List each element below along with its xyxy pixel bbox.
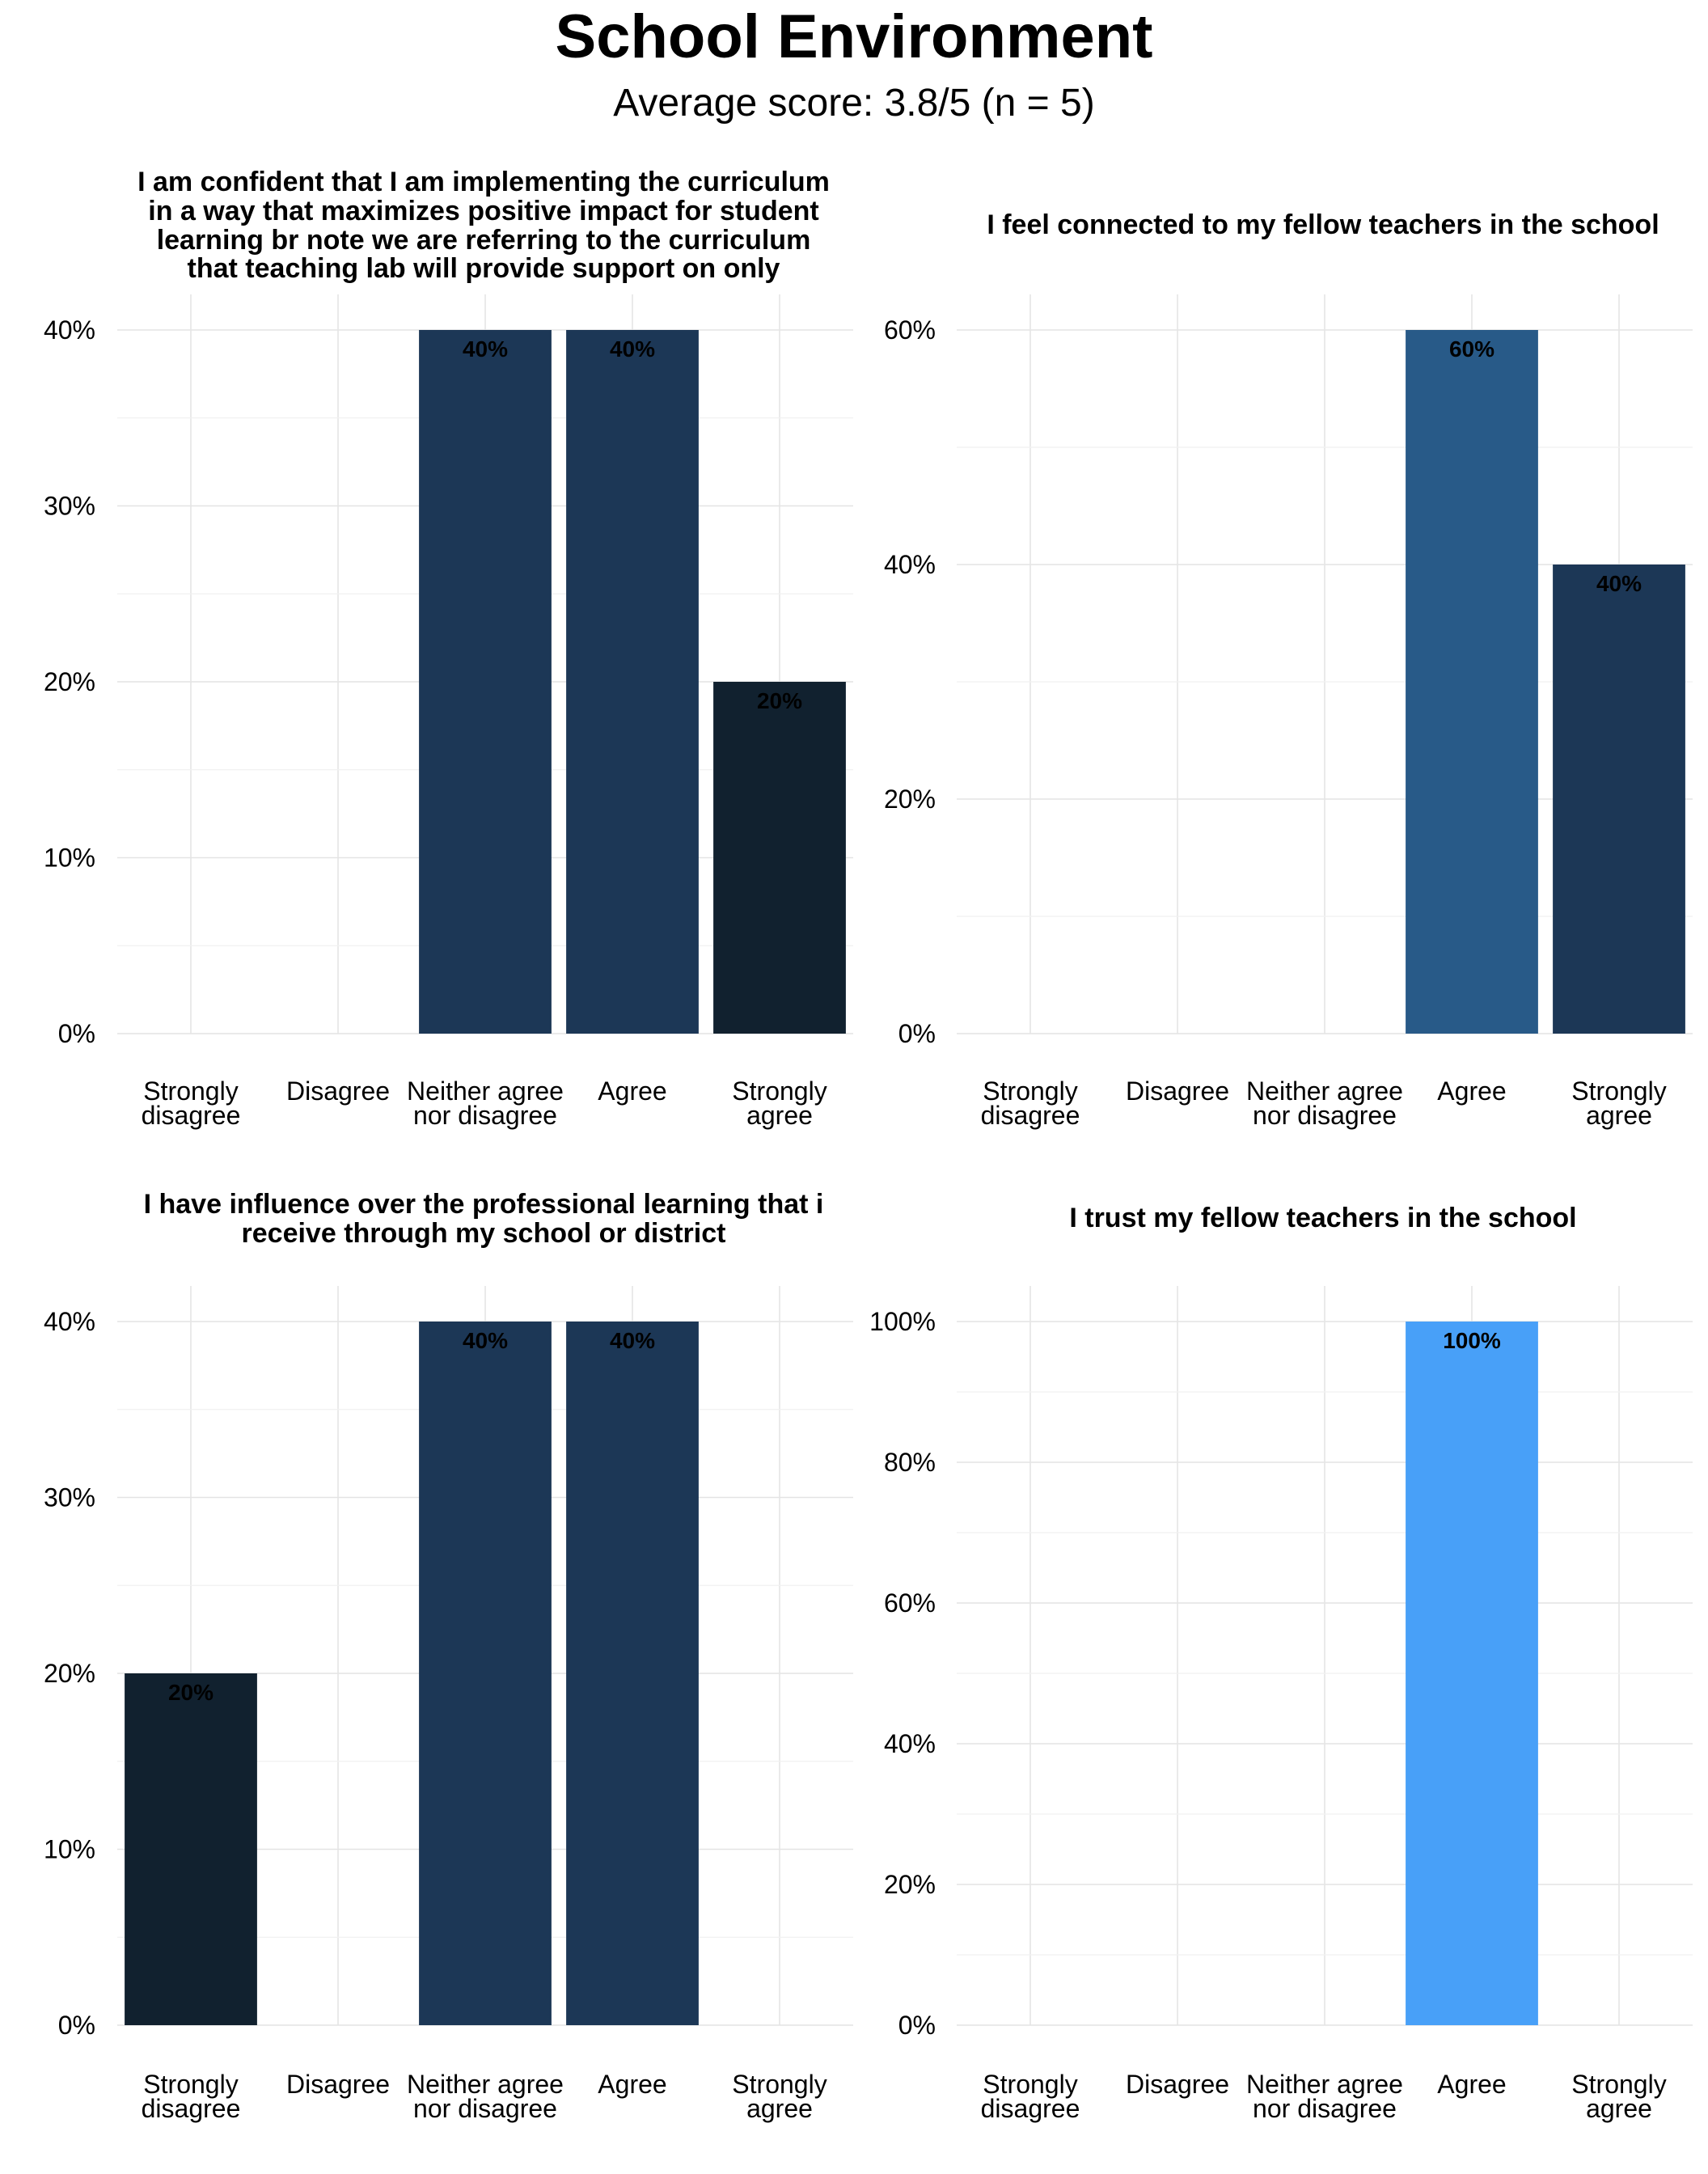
x-tick-label: nor disagree: [1253, 1101, 1397, 1130]
x-tick-label: disagree: [142, 1101, 241, 1130]
bar: [713, 682, 846, 1034]
x-tick-label: Disagree: [286, 1076, 390, 1106]
y-tick-label: 20%: [44, 667, 95, 696]
y-tick-label: 80%: [884, 1448, 936, 1477]
x-tick-label: Disagree: [286, 2070, 390, 2099]
chart-title-line: that teaching lab will provide support o…: [188, 253, 780, 284]
bar-value-label: 60%: [1449, 336, 1494, 362]
x-tick-label: Neither agree: [407, 1076, 564, 1106]
x-tick-label: Strongly: [1571, 2070, 1666, 2099]
chart-title-line: I feel connected to my fellow teachers i…: [987, 209, 1659, 240]
chart-title-line: I have influence over the professional l…: [144, 1189, 824, 1220]
page-title: School Environment: [555, 2, 1153, 71]
x-tick-label: Neither agree: [407, 2070, 564, 2099]
x-tick-label: Strongly: [1571, 1076, 1666, 1106]
x-tick-label: agree: [746, 1101, 813, 1130]
y-tick-label: 40%: [44, 1307, 95, 1336]
x-tick-label: disagree: [981, 2094, 1080, 2123]
page-subtitle: Average score: 3.8/5 (n = 5): [613, 82, 1095, 125]
bar-value-label: 40%: [463, 1328, 508, 1353]
x-tick-label: Strongly: [732, 2070, 827, 2099]
chart-title-line: in a way that maximizes positive impact …: [148, 196, 818, 226]
x-tick-label: disagree: [142, 2094, 241, 2123]
y-tick-label: 30%: [44, 492, 95, 521]
x-tick-label: agree: [1586, 2094, 1652, 2123]
x-tick-label: Strongly: [143, 1076, 238, 1106]
x-tick-label: Agree: [1437, 1076, 1506, 1106]
y-tick-label: 100%: [869, 1307, 936, 1336]
x-tick-label: Strongly: [732, 1076, 827, 1106]
y-tick-label: 40%: [884, 1729, 936, 1758]
y-tick-label: 0%: [898, 2011, 936, 2040]
chart-panel-1: I am confident that I am implementing th…: [44, 167, 853, 1130]
y-tick-label: 40%: [44, 315, 95, 345]
bar-value-label: 100%: [1443, 1328, 1501, 1353]
chart-title-line: receive through my school or district: [242, 1218, 726, 1249]
y-tick-label: 60%: [884, 315, 936, 345]
y-tick-label: 30%: [44, 1483, 95, 1512]
x-tick-label: Disagree: [1126, 1076, 1229, 1106]
bar: [419, 1322, 552, 2025]
chart-title-line: I trust my fellow teachers in the school: [1069, 1203, 1576, 1233]
bar-value-label: 40%: [463, 336, 508, 362]
chart-panel-3: I have influence over the professional l…: [44, 1189, 853, 2123]
chart-panel-4: I trust my fellow teachers in the school…: [869, 1203, 1693, 2123]
y-tick-label: 10%: [44, 1835, 95, 1864]
x-tick-label: Neither agree: [1246, 2070, 1403, 2099]
bar: [1553, 565, 1685, 1034]
bar: [125, 1673, 257, 2025]
y-tick-label: 20%: [884, 785, 936, 814]
y-tick-label: 0%: [58, 1019, 95, 1048]
y-tick-label: 0%: [58, 2011, 95, 2040]
bar-value-label: 40%: [1596, 571, 1642, 596]
bar-value-label: 40%: [610, 1328, 655, 1353]
bar: [566, 1322, 699, 2025]
bar: [419, 330, 552, 1034]
x-tick-label: Strongly: [143, 2070, 238, 2099]
x-tick-label: Neither agree: [1246, 1076, 1403, 1106]
x-tick-label: Disagree: [1126, 2070, 1229, 2099]
chart-panel-2: I feel connected to my fellow teachers i…: [884, 209, 1693, 1130]
y-tick-label: 20%: [44, 1659, 95, 1688]
bar-value-label: 20%: [757, 688, 802, 713]
x-tick-label: disagree: [981, 1101, 1080, 1130]
x-tick-label: nor disagree: [413, 1101, 557, 1130]
x-tick-label: Agree: [598, 2070, 666, 2099]
x-tick-label: Strongly: [983, 2070, 1077, 2099]
x-tick-label: agree: [1586, 1101, 1652, 1130]
y-tick-label: 10%: [44, 844, 95, 873]
y-tick-label: 0%: [898, 1019, 936, 1048]
x-tick-label: Agree: [1437, 2070, 1506, 2099]
bar: [1406, 330, 1538, 1034]
y-tick-label: 40%: [884, 550, 936, 579]
x-tick-label: nor disagree: [413, 2094, 557, 2123]
y-tick-label: 60%: [884, 1588, 936, 1618]
bar: [566, 330, 699, 1034]
chart-title-line: I am confident that I am implementing th…: [137, 167, 830, 197]
bar: [1406, 1322, 1538, 2025]
chart-title-line: learning br note we are referring to the…: [157, 225, 811, 256]
x-tick-label: Agree: [598, 1076, 666, 1106]
x-tick-label: Strongly: [983, 1076, 1077, 1106]
bar-value-label: 40%: [610, 336, 655, 362]
y-tick-label: 20%: [884, 1870, 936, 1899]
bar-value-label: 20%: [168, 1680, 214, 1705]
x-tick-label: nor disagree: [1253, 2094, 1397, 2123]
x-tick-label: agree: [746, 2094, 813, 2123]
